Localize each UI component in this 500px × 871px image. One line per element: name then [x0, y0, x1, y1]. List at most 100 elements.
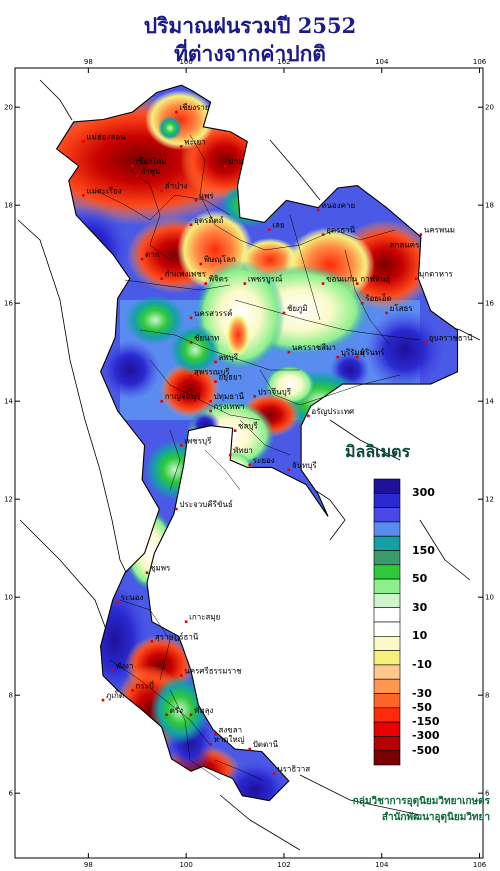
station-marker	[214, 380, 217, 383]
place-label: ชุมพร	[150, 564, 171, 573]
place-label: ชัยภูมิ	[287, 304, 308, 314]
lat-tick-label: 18	[485, 202, 494, 210]
place-label: ปทุมธานี	[214, 392, 245, 401]
legend-bin	[373, 664, 401, 680]
station-marker	[209, 409, 212, 413]
station-marker	[160, 189, 163, 192]
place-label: ภูเก็ต	[106, 690, 124, 701]
legend-bin	[373, 736, 401, 751]
legend-bin	[373, 578, 401, 594]
place-label: พิจิตร	[209, 275, 229, 284]
place-label: ประจวบคีรีขันธ์	[179, 499, 233, 509]
lon-tick-label: 104	[375, 861, 389, 869]
station-marker	[287, 350, 291, 354]
legend-bin	[373, 621, 401, 637]
legend-label: -50	[412, 700, 432, 714]
station-marker	[287, 468, 291, 472]
station-marker	[253, 395, 256, 398]
legend-label: -150	[412, 715, 440, 729]
legend-label: 150	[412, 543, 435, 557]
place-label: พัทลุง	[194, 706, 213, 715]
legend-bin	[373, 721, 401, 737]
station-marker	[82, 194, 85, 197]
station-marker	[150, 640, 154, 643]
place-label: นครศรีธรรมราช	[184, 667, 242, 676]
place-label: สุรินทร์	[360, 347, 385, 357]
place-label: เชียงใหม่	[135, 157, 166, 166]
place-label: น่าน	[228, 157, 244, 166]
station-marker	[199, 262, 203, 266]
lon-tick-label: 102	[277, 58, 290, 66]
station-marker	[267, 228, 271, 231]
station-marker	[189, 375, 193, 378]
legend-bin	[373, 535, 401, 551]
legend-bin	[373, 478, 401, 494]
station-marker	[316, 208, 320, 212]
station-marker	[356, 355, 359, 359]
place-label: ตาก	[145, 250, 160, 259]
station-marker	[140, 257, 144, 261]
station-marker	[336, 355, 340, 359]
station-marker	[135, 174, 139, 178]
legend-label: 10	[412, 629, 428, 643]
legend-bin	[373, 521, 401, 537]
legend-bin	[373, 550, 401, 566]
place-label: สกลนคร	[390, 240, 420, 249]
station-marker	[233, 429, 237, 432]
place-label: กาญจนบุรี	[165, 392, 201, 401]
place-label: พังงา	[116, 662, 134, 671]
station-marker	[101, 698, 105, 702]
lat-tick-label: 20	[485, 104, 494, 112]
legend-label: -500	[412, 743, 440, 757]
thailand-outline	[55, 84, 459, 802]
place-label: ระยอง	[253, 456, 275, 465]
lat-tick-label: 14	[4, 398, 13, 406]
place-label: พะเยา	[184, 137, 205, 146]
station-marker	[82, 140, 85, 143]
station-marker	[282, 311, 286, 315]
legend-label: -300	[412, 729, 440, 743]
station-marker	[189, 316, 193, 320]
station-marker	[214, 360, 217, 364]
station-marker	[272, 772, 276, 775]
station-marker	[189, 713, 193, 717]
lat-tick-label: 10	[485, 594, 494, 602]
station-marker	[179, 444, 183, 447]
place-label: ชัยนาท	[194, 333, 219, 342]
lat-tick-label: 10	[4, 594, 13, 602]
legend-bin	[373, 650, 401, 666]
place-label: ร้อยเอ็ด	[365, 293, 392, 303]
place-label: กรุงเทพฯ	[214, 402, 245, 411]
province-borders	[94, 134, 421, 781]
station-marker	[214, 733, 217, 736]
legend-bin	[373, 607, 401, 623]
station-marker	[424, 341, 428, 344]
station-marker	[160, 277, 163, 280]
station-marker	[179, 674, 183, 677]
place-label: นครราชสีมา	[292, 343, 336, 352]
legend-bin	[373, 493, 401, 508]
station-marker	[145, 571, 149, 574]
place-label: ชลบุรี	[238, 422, 258, 431]
lat-tick-label: 8	[9, 692, 13, 700]
station-marker	[131, 689, 134, 692]
station-marker	[243, 282, 247, 285]
legend-label: -10	[412, 657, 432, 671]
place-label: ตรัง	[170, 706, 183, 715]
lat-tick-label: 12	[4, 496, 13, 504]
place-label: ปัตตานี	[253, 740, 279, 749]
lat-tick-label: 6	[485, 790, 490, 798]
station-marker	[209, 742, 212, 746]
lat-tick-label: 12	[485, 496, 494, 504]
lat-tick-label: 16	[485, 300, 494, 308]
place-label: กำแพงเพชร	[165, 270, 207, 279]
place-label: สุราษฎร์ธานี	[155, 631, 199, 641]
place-label: อรัญประเทศ	[311, 407, 354, 416]
lon-tick-label: 102	[277, 861, 290, 869]
lat-tick-label: 20	[4, 104, 13, 112]
place-label: อยุธยา	[218, 373, 242, 382]
place-label: เพชรบูรณ์	[248, 274, 283, 285]
place-label: ลพบุรี	[218, 353, 238, 362]
